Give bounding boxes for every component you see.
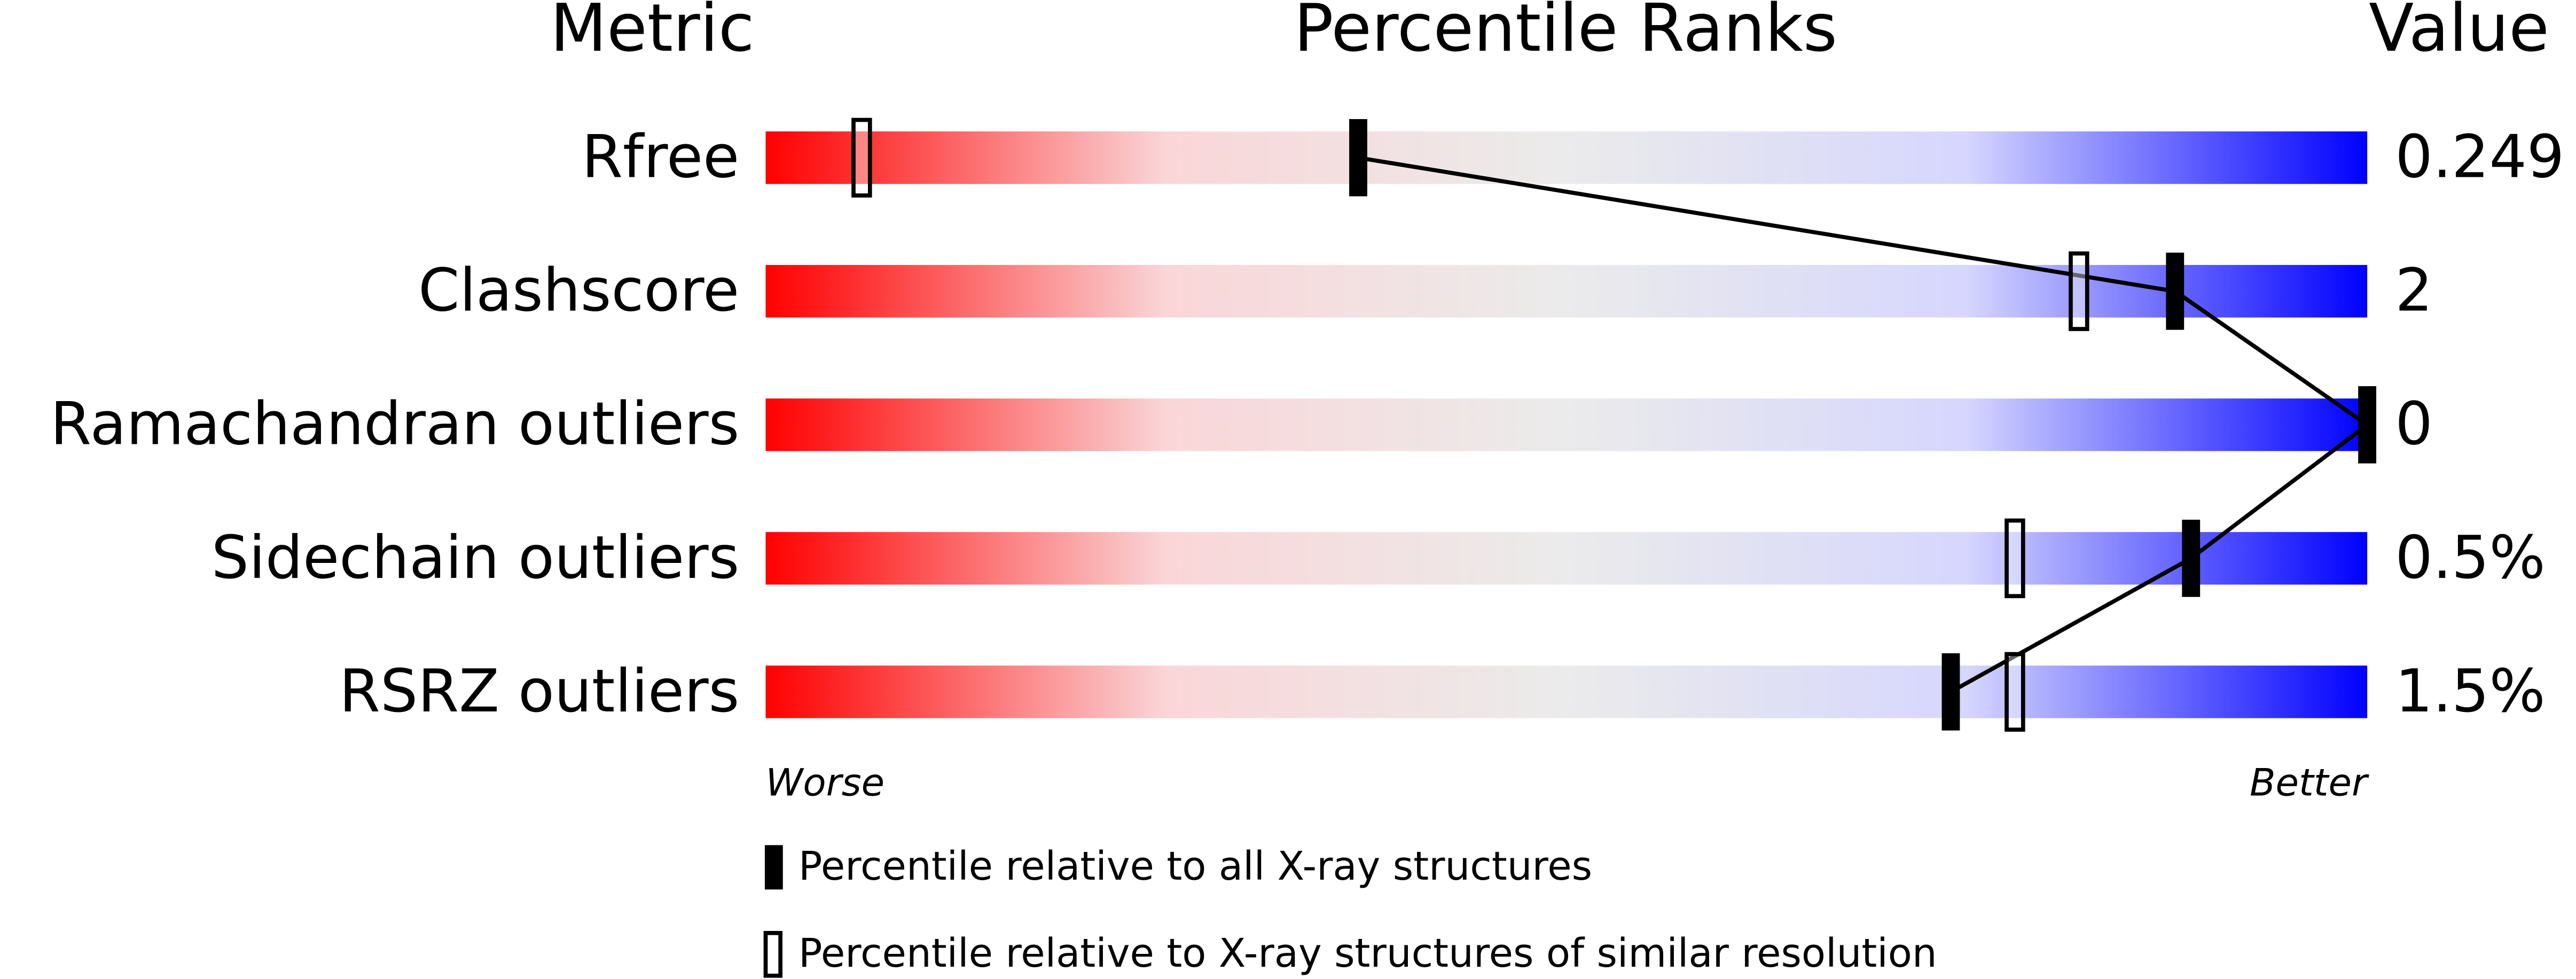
similar-marker <box>2005 518 2025 598</box>
all-marker <box>2182 520 2201 597</box>
legend-swatch <box>763 931 783 978</box>
percentile-bar-track <box>765 532 2368 585</box>
all-marker <box>1941 653 1960 731</box>
metric-value: 1.5% <box>2395 657 2545 726</box>
better-label: Better <box>2250 761 2369 805</box>
metric-label: Rfree <box>582 123 739 192</box>
legend-swatch <box>764 845 783 890</box>
metric-label: Sidechain outliers <box>212 523 740 592</box>
percentile-bar-track <box>765 398 2368 451</box>
metric-value: 0.249 <box>2395 123 2564 192</box>
percentile-bar-track <box>765 665 2368 718</box>
similar-marker <box>851 118 872 198</box>
similar-marker <box>2005 652 2025 732</box>
all-marker <box>1349 119 1367 197</box>
all-marker <box>2166 253 2184 330</box>
legend-label: Percentile relative to X-ray structures … <box>798 930 1937 976</box>
all-marker <box>2358 386 2377 464</box>
value-header: Value <box>2369 0 2549 67</box>
metric-label: Ramachandran outliers <box>50 390 739 459</box>
worse-label: Worse <box>765 761 884 805</box>
metric-value: 0.5% <box>2395 523 2545 592</box>
metric-value: 0 <box>2395 390 2432 459</box>
metric-value: 2 <box>2395 256 2432 325</box>
percentile-bar-track <box>765 131 2368 184</box>
metric-label: Clashscore <box>418 256 739 325</box>
similar-marker <box>2069 251 2089 331</box>
percentile-bar-track <box>765 265 2368 318</box>
legend-label: Percentile relative to all X-ray structu… <box>798 843 1592 889</box>
chart-title: Percentile Ranks <box>1294 0 1837 67</box>
metric-header: Metric <box>550 0 754 67</box>
metric-label: RSRZ outliers <box>339 657 739 726</box>
